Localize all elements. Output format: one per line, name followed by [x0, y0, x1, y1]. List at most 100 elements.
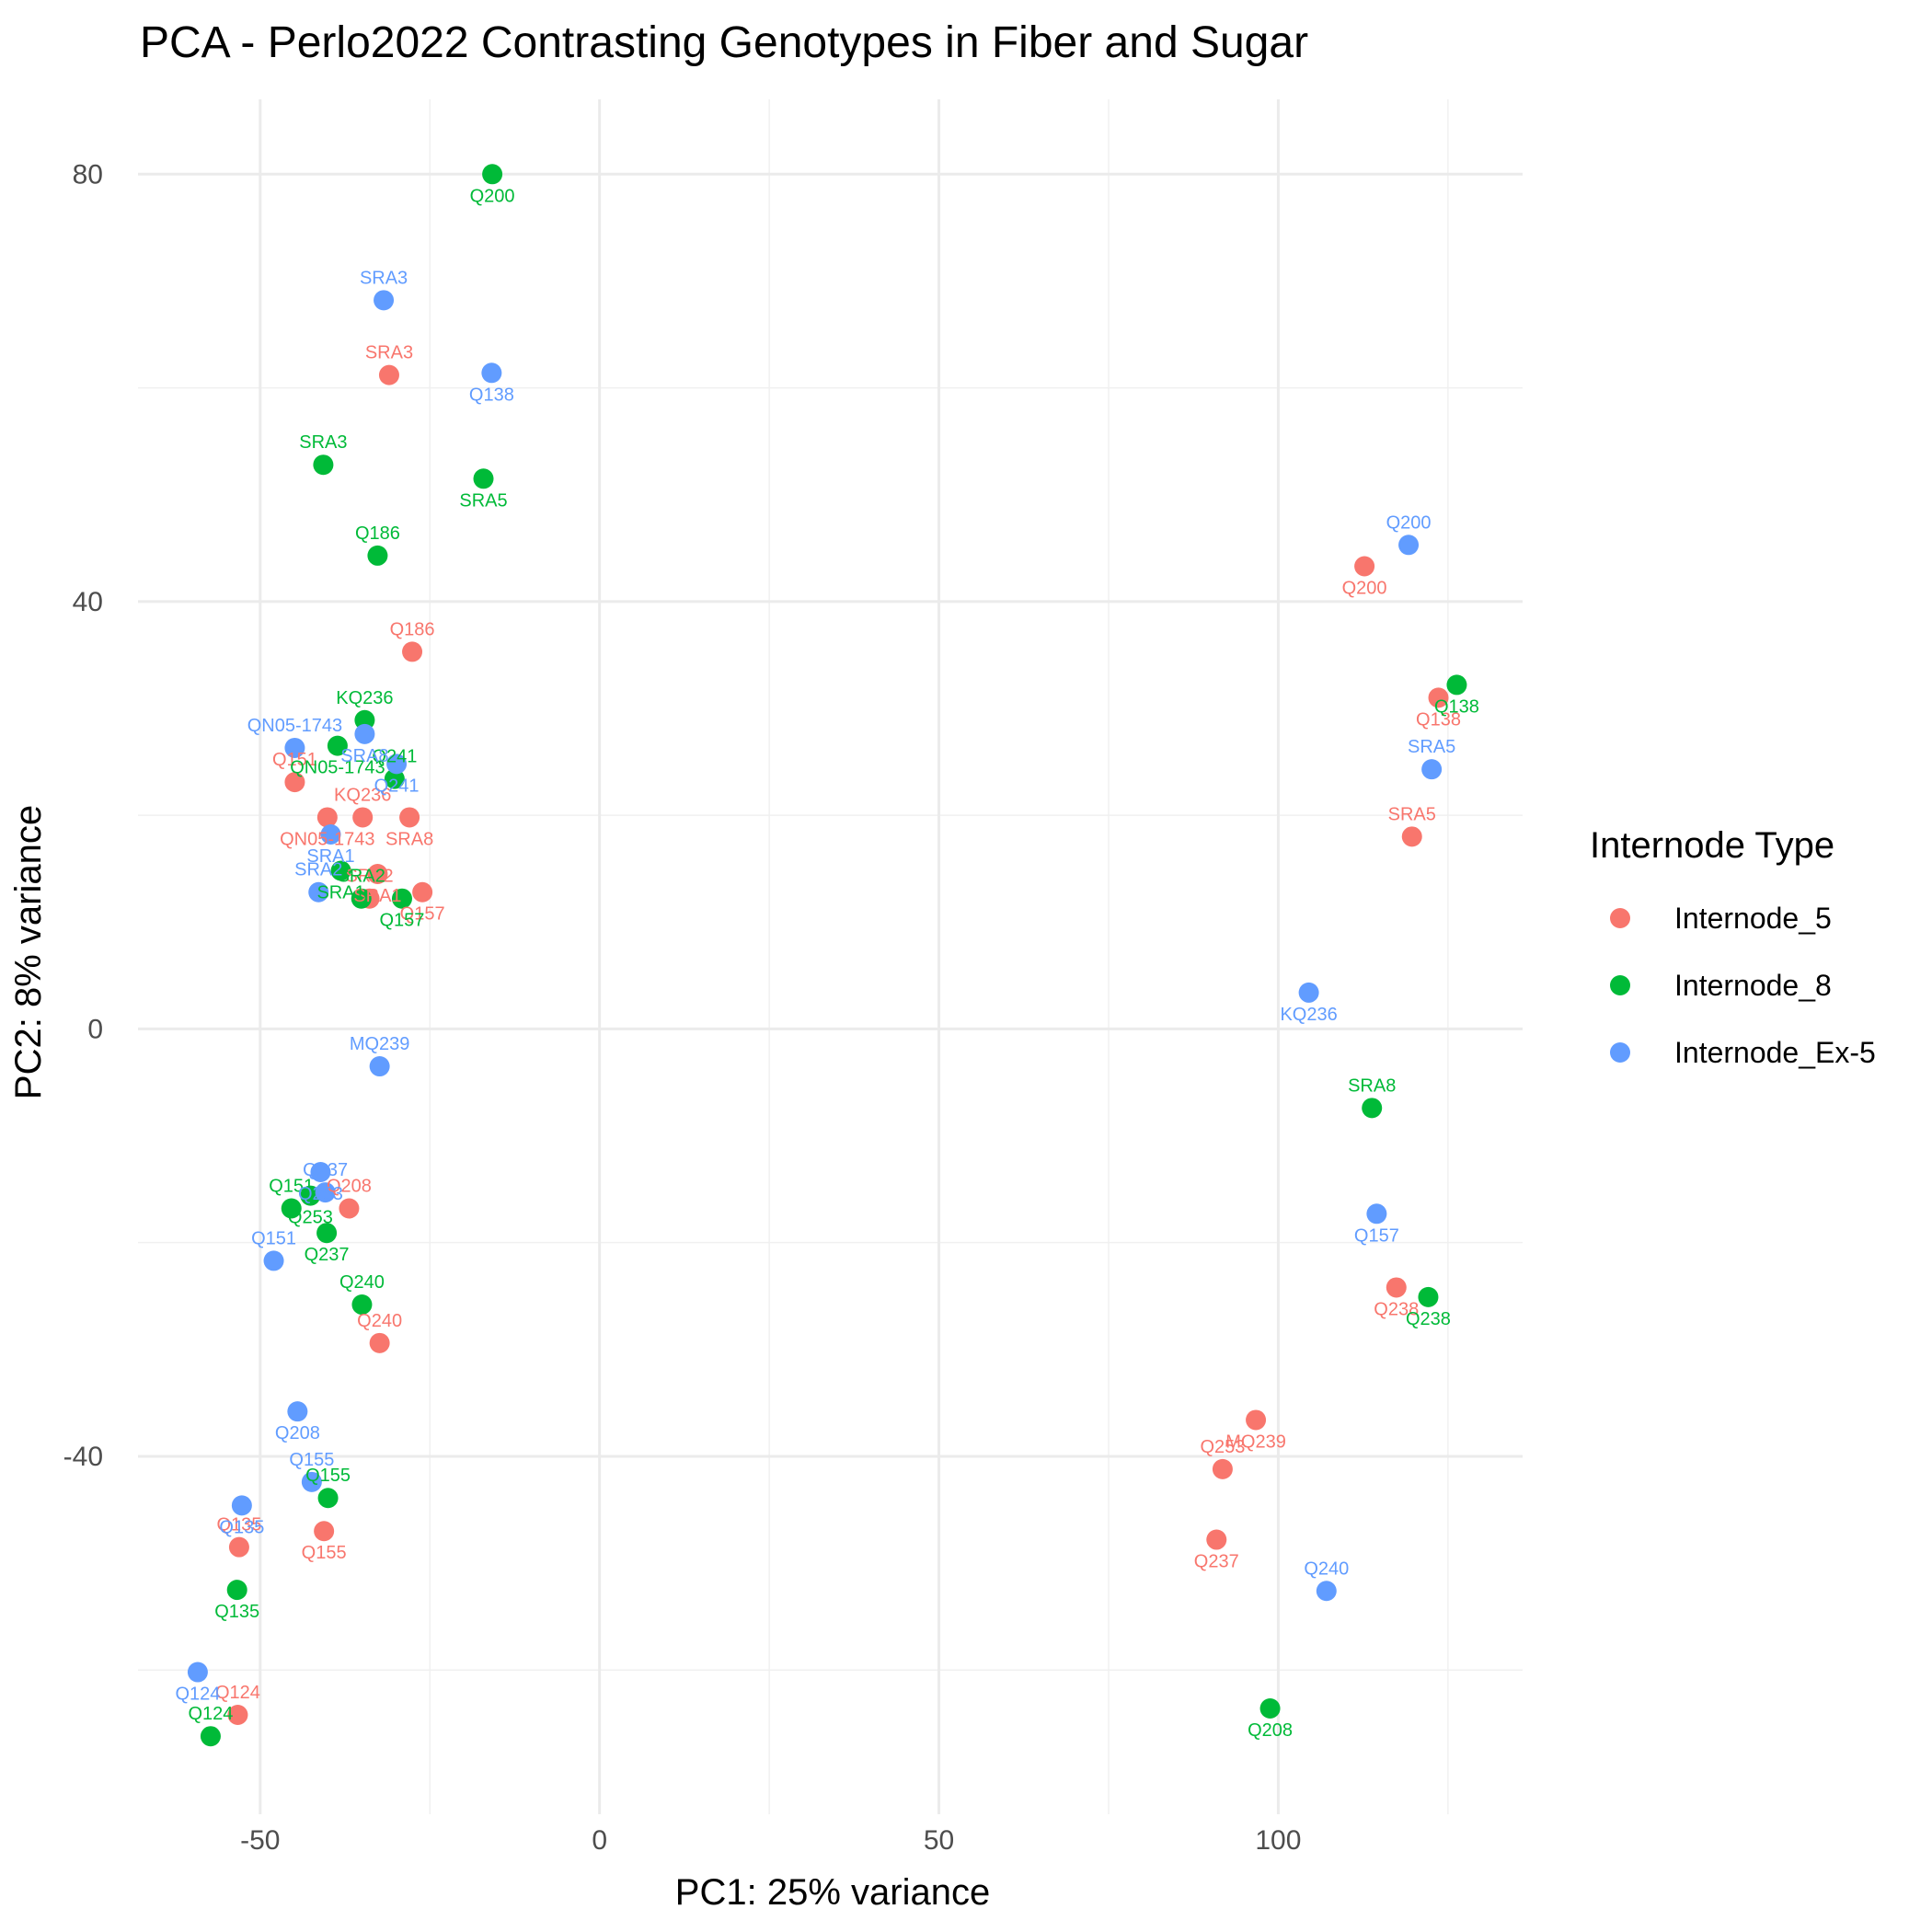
data-point: [402, 641, 423, 662]
y-axis-title: PC2: 8% variance: [8, 805, 49, 1099]
point-label: Q208: [1248, 1720, 1293, 1741]
legend-key: [1610, 975, 1630, 995]
data-point: [351, 888, 372, 909]
point-label: SRA1: [353, 886, 401, 906]
point-label: SRA2: [294, 860, 342, 880]
point-label: MQ239: [1225, 1432, 1286, 1452]
point-label: SRA1: [316, 883, 364, 903]
data-point: [1259, 1698, 1281, 1719]
point-label: Q238: [1374, 1299, 1419, 1319]
point-label: Q135: [216, 1515, 261, 1535]
data-point: [386, 753, 408, 775]
y-tick-label: -40: [63, 1442, 103, 1472]
data-point: [1298, 982, 1319, 1003]
point-label: Q155: [289, 1450, 334, 1470]
data-point: [227, 1704, 248, 1725]
point-label: Q138: [1416, 709, 1461, 730]
data-point: [1386, 1277, 1407, 1298]
data-point: [1212, 1458, 1233, 1479]
point-label: Q138: [1434, 696, 1479, 717]
data-point: [315, 1182, 336, 1203]
point-label: Q238: [1406, 1309, 1451, 1329]
data-point: [187, 1662, 208, 1683]
point-label: Q253: [1200, 1437, 1245, 1457]
point-label: SRA3: [360, 268, 408, 288]
point-label: Q241: [374, 776, 420, 796]
point-label: SRA3: [299, 432, 347, 453]
data-point: [313, 454, 334, 476]
point-label: Q157: [380, 911, 425, 931]
point-label: Q208: [327, 1177, 372, 1197]
y-tick-label: 80: [73, 159, 103, 190]
grid-major: [138, 99, 1523, 1814]
data-point: [354, 709, 375, 730]
legend-title: Internode Type: [1590, 825, 1834, 866]
data-point: [281, 1198, 302, 1219]
point-label: Q124: [188, 1704, 233, 1724]
data-point: [231, 1495, 252, 1516]
point-label: Q241: [372, 747, 417, 767]
point-label: Q157: [1354, 1225, 1399, 1246]
point-label: Q237: [1194, 1552, 1239, 1572]
legend-key: [1610, 908, 1630, 928]
point-label: Q124: [175, 1685, 220, 1705]
data-point: [1246, 1409, 1267, 1431]
x-tick-label: 50: [924, 1825, 954, 1856]
data-point: [367, 545, 388, 566]
point-label: MQ239: [350, 1034, 410, 1054]
data-point: [1421, 759, 1443, 780]
y-tick-label: 40: [73, 587, 103, 617]
point-labels: SRA3Q200Q186Q138Q151QN05-1743KQ236SRA8SR…: [175, 186, 1478, 1741]
point-label: SRA3: [365, 343, 413, 363]
data-point: [374, 290, 395, 311]
data-point: [1428, 687, 1449, 708]
data-point: [384, 768, 405, 789]
legend-label: Internode_Ex-5: [1674, 1036, 1876, 1069]
point-label: Q157: [400, 904, 445, 925]
data-point: [1316, 1581, 1337, 1602]
data-point: [263, 1250, 284, 1271]
point-label: Q186: [355, 523, 400, 544]
point-label: Q237: [305, 1245, 350, 1265]
point-label: SRA1: [306, 846, 354, 867]
data-point: [1362, 1098, 1383, 1119]
data-point: [412, 881, 433, 903]
data-point: [351, 1294, 373, 1316]
data-point: [378, 364, 399, 385]
point-label: Q151: [272, 750, 317, 770]
point-label: Q240: [339, 1272, 385, 1293]
data-point: [473, 468, 494, 489]
data-point: [354, 723, 375, 744]
data-point: [320, 824, 341, 845]
point-label: Q240: [1304, 1558, 1349, 1579]
point-label: Q200: [1386, 512, 1432, 533]
point-label: Q135: [219, 1517, 264, 1537]
point-label: Q237: [303, 1160, 348, 1180]
point-label: Q253: [288, 1208, 333, 1228]
y-tick-label: 0: [87, 1014, 103, 1044]
point-label: KQ236: [334, 785, 391, 805]
data-point: [314, 1521, 335, 1542]
legend-key: [1610, 1042, 1630, 1063]
point-label: SRA5: [459, 490, 507, 511]
point-label: SRA5: [1388, 804, 1436, 824]
data-point: [399, 807, 420, 828]
data-point: [301, 1471, 322, 1492]
x-tick-label: 0: [592, 1825, 607, 1856]
point-label: SRA8: [1348, 1075, 1396, 1096]
data-point: [1206, 1529, 1227, 1550]
data-point: [352, 807, 374, 828]
data-point: [339, 1198, 360, 1219]
data-points: [187, 164, 1467, 1747]
point-label: Q151: [251, 1228, 296, 1248]
point-label: KQ236: [1280, 1005, 1337, 1025]
point-label: SRA5: [1408, 737, 1455, 757]
data-point: [367, 863, 388, 884]
data-point: [330, 860, 351, 881]
data-point: [1418, 1286, 1439, 1307]
point-label: SRA8: [385, 829, 433, 849]
point-label: Q124: [215, 1683, 260, 1703]
point-label: Q155: [302, 1543, 347, 1563]
data-point: [200, 1726, 221, 1747]
data-point: [287, 1401, 308, 1422]
